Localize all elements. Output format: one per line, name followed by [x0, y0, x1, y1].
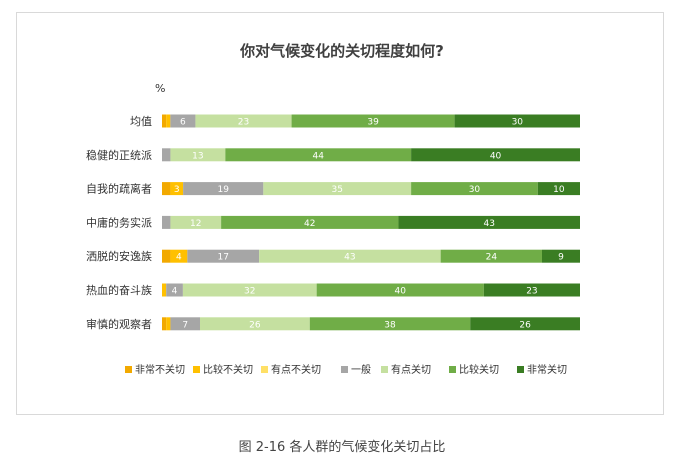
legend-label: 有点关切	[391, 363, 431, 376]
bar-segment	[309, 317, 471, 331]
data-label: 30	[469, 185, 481, 195]
data-label: 39	[367, 118, 379, 128]
legend-label: 有点不关切	[271, 363, 321, 376]
data-label: 26	[249, 320, 261, 330]
bar-segment	[170, 249, 188, 263]
data-label: 10	[553, 185, 565, 195]
chart-title: 你对气候变化的关切程度如何?	[240, 42, 444, 60]
bar-segment	[162, 182, 171, 196]
legend-swatch	[261, 366, 268, 373]
data-label: 4	[176, 253, 182, 263]
category-label: 中庸的务实派	[86, 215, 152, 229]
bar-segment	[398, 215, 580, 229]
bar-segment	[221, 215, 399, 229]
category-label: 自我的疏离者	[86, 182, 152, 196]
bar-segment	[187, 249, 260, 263]
data-label: 19	[217, 185, 229, 195]
bar-segment	[166, 114, 171, 128]
bar-segment	[170, 215, 222, 229]
bar-segment	[259, 249, 441, 263]
chart-frame	[16, 12, 664, 415]
data-label: 23	[238, 118, 249, 128]
bar-segment	[162, 215, 171, 229]
legend-swatch	[125, 366, 132, 373]
data-label: 44	[312, 151, 324, 161]
unit-label: %	[155, 82, 166, 95]
legend-swatch	[517, 366, 524, 373]
legend-label: 一般	[351, 363, 371, 376]
bar-segment	[162, 249, 171, 263]
data-label: 32	[244, 287, 255, 297]
data-label: 7	[182, 320, 188, 330]
data-label: 40	[395, 287, 407, 297]
data-label: 43	[483, 219, 494, 229]
category-label: 稳健的正统派	[86, 148, 152, 162]
bar-segment	[170, 317, 200, 331]
bar-segment	[195, 114, 292, 128]
bar-segment	[166, 317, 171, 331]
bar-segment	[162, 114, 167, 128]
legend-swatch	[449, 366, 456, 373]
bar-segment	[170, 148, 226, 162]
bar-segment	[440, 249, 542, 263]
figure-caption: 图 2-16 各人群的气候变化关切占比	[238, 440, 446, 455]
data-label: 26	[519, 320, 531, 330]
data-label: 23	[526, 287, 537, 297]
data-label: 42	[304, 219, 315, 229]
bar-segment	[225, 148, 412, 162]
category-label: 洒脱的安逸族	[86, 249, 152, 263]
bar-segment	[200, 317, 310, 331]
bar-segment	[483, 283, 580, 297]
bar-segment	[316, 283, 484, 297]
legend-label: 非常关切	[527, 363, 567, 376]
bar-segment	[182, 283, 317, 297]
bar-segment	[411, 182, 538, 196]
bar-segment	[537, 182, 580, 196]
bar-segment	[162, 148, 171, 162]
bar-segment	[170, 114, 196, 128]
category-label: 均值	[130, 115, 152, 128]
data-label: 40	[490, 151, 502, 161]
data-label: 35	[331, 185, 342, 195]
bar-segment	[542, 249, 580, 263]
data-label: 3	[174, 185, 180, 195]
data-label: 12	[190, 219, 201, 229]
bar-segment	[470, 317, 580, 331]
bar-segment	[166, 283, 183, 297]
legend-swatch	[193, 366, 200, 373]
bar-segment	[411, 148, 580, 162]
legend-label: 比较不关切	[203, 363, 253, 376]
bar-segment	[162, 317, 167, 331]
legend-label: 比较关切	[459, 363, 499, 376]
legend-label: 非常不关切	[135, 363, 185, 376]
bar-segment	[162, 283, 167, 297]
bar-segment	[170, 182, 184, 196]
bar-segment	[183, 182, 264, 196]
data-label: 17	[217, 253, 228, 263]
category-label: 热血的奋斗族	[86, 283, 152, 297]
data-label: 38	[384, 320, 396, 330]
legend-swatch	[341, 366, 348, 373]
data-label: 13	[192, 151, 203, 161]
data-label: 4	[172, 287, 178, 297]
data-label: 9	[558, 253, 564, 263]
bar-segment	[263, 182, 412, 196]
bar-segment	[454, 114, 580, 128]
data-label: 6	[180, 118, 186, 128]
category-label: 审慎的观察者	[86, 317, 152, 331]
bar-segment	[291, 114, 455, 128]
data-label: 30	[512, 118, 524, 128]
legend-swatch	[381, 366, 388, 373]
data-label: 43	[344, 253, 355, 263]
data-label: 24	[486, 253, 498, 263]
